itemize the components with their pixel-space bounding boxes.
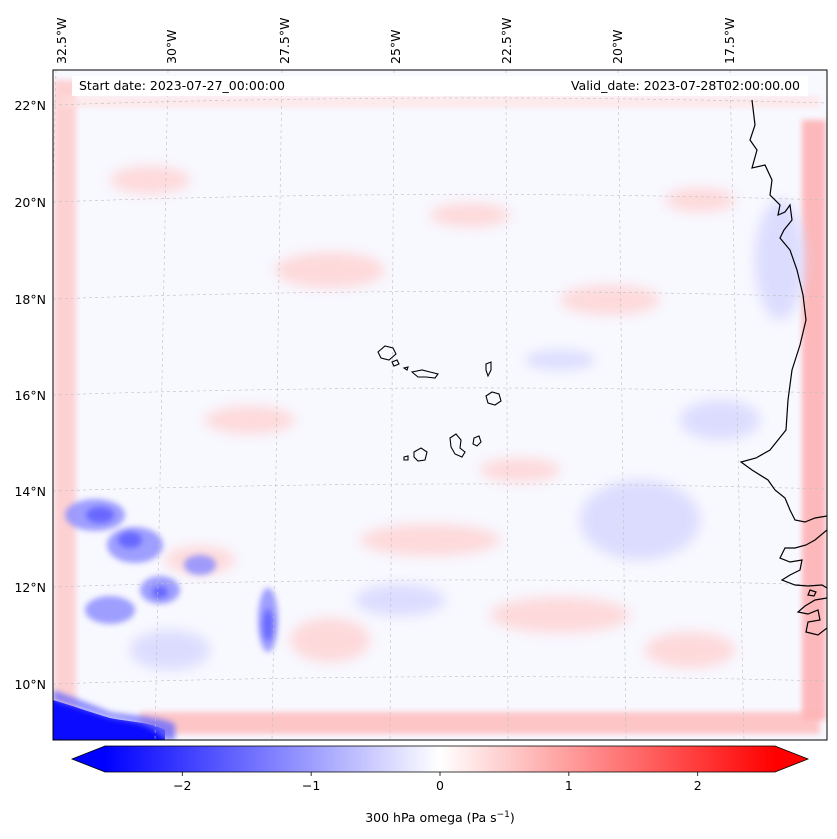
colorbar-label: 300 hPa omega (Pa s−1) [365,810,515,825]
right-edge-band [802,120,826,720]
cape-verde-islands [377,345,502,462]
parallel-10n [53,676,827,685]
island-sao-vicente [391,359,400,367]
lon-label-22-5w: 22.5°W [499,18,514,64]
parallel-18n [53,291,827,300]
colorbar-body [105,746,775,772]
lon-label-27-5w: 27.5°W [277,18,292,64]
lon-label-32-5w: 32.5°W [54,18,69,64]
start-date-label: Start date: 2023-07-27_00:00:00 [79,78,285,93]
colorbar-tick-label: −1 [302,778,320,793]
senegal-gambia-coast [779,529,827,589]
colorbar: −2 −1 0 1 2 300 hPa omega (Pa s−1) [70,745,810,825]
parallel-22n [53,97,827,106]
parallel-20n [53,194,827,203]
colorbar-tick-label: 2 [694,778,702,793]
island-santa-luzia [402,366,409,371]
latitude-labels: 22°N 20°N 18°N 16°N 14°N 12°N 10°N [14,98,46,692]
lat-label-16n: 16°N [14,388,46,403]
guinea-bissau-coast [796,597,827,636]
island-santiago [449,433,466,458]
colorbar-ticks: −2 −1 0 1 2 [173,772,702,793]
lon-label-30w: 30°W [164,29,179,64]
island-sal [485,361,492,378]
meridian-17-5w [729,70,745,740]
top-edge-band [60,96,820,108]
longitude-labels: 32.5°W 30°W 27.5°W 25°W 22.5°W 20°W 17.5… [54,18,737,64]
meridian-27-5w [271,70,283,740]
lat-label-12n: 12°N [14,580,46,595]
meridian-25w [389,70,395,740]
colorbar-tick-label: 1 [565,778,573,793]
lon-label-25w: 25°W [388,29,403,64]
header-band [72,76,808,96]
negative-patches [130,200,805,670]
meridian-20w [617,70,627,740]
island-maio [472,435,482,447]
colorbar-extend-left [72,746,105,772]
meridian-30w [154,70,169,740]
africa-coastline [739,99,827,523]
parallel-16n [53,387,827,396]
island-santo-antao [377,345,397,361]
island-brava [403,455,409,461]
graticule [53,70,827,740]
island-sao-nicolau [410,369,439,379]
colorbar-tick-label: 0 [436,778,444,793]
island-boa-vista [485,391,502,406]
bottom-left-corner-band [53,700,165,740]
valid-date-label: Valid_date: 2023-07-28T02:00:00.00 [571,78,800,93]
colorbar-tick-label: −2 [173,778,191,793]
lat-label-14n: 14°N [14,484,46,499]
parallel-14n [53,483,827,492]
bijagos-islands [807,589,817,597]
lat-label-20n: 20°N [14,195,46,210]
map-frame [52,69,828,741]
lon-label-20w: 20°W [610,29,625,64]
lat-label-18n: 18°N [14,292,46,307]
colorbar-outline [70,745,810,773]
lon-label-17-5w: 17.5°W [722,18,737,64]
left-edge-band [54,80,76,730]
lat-label-22n: 22°N [14,98,46,113]
bottom-edge-band [140,712,820,734]
southwest-updraft-core [86,507,273,641]
positive-patches [110,166,735,668]
parallel-12n [53,579,827,588]
colorbar-extend-right [775,746,808,772]
lat-label-10n: 10°N [14,677,46,692]
map-panel: Start date: 2023-07-27_00:00:00 Valid_da… [52,69,828,741]
island-fogo [413,447,428,462]
coastlines [739,99,827,636]
meridian-22-5w [505,70,509,740]
